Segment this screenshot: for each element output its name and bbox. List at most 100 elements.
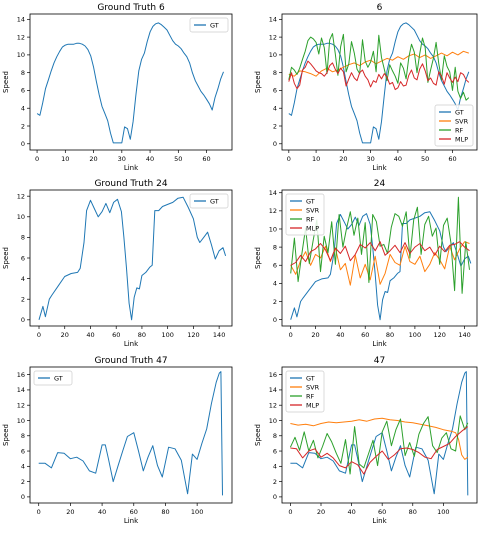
legend-label-svr: SVR xyxy=(306,383,320,391)
y-tick-label: 0 xyxy=(21,140,25,148)
subplot-2: 60 10 20 30 40 50 6002468101214LinkSpeedGTSVRR… xyxy=(254,3,478,172)
y-tick-label: 6 xyxy=(21,254,25,262)
x-tick-label: 50 xyxy=(421,155,429,163)
y-tick-label: 2 xyxy=(21,296,25,304)
y-tick-label: 12 xyxy=(17,402,25,410)
axes-frame xyxy=(281,189,478,327)
series-line-rf xyxy=(289,415,469,475)
y-axis-label: Speed xyxy=(2,424,10,446)
y-tick-label: 12 xyxy=(269,33,277,41)
y-tick-label: 14 xyxy=(269,386,277,394)
x-tick-label: 20 xyxy=(61,331,69,339)
series-group xyxy=(289,371,469,496)
y-tick-label: 4 xyxy=(21,463,25,471)
x-tick-label: 120 xyxy=(187,331,199,339)
series-group xyxy=(288,22,470,144)
axes-frame xyxy=(29,13,233,151)
x-tick-label: 100 xyxy=(191,508,203,516)
y-axis-label: Speed xyxy=(2,71,10,93)
legend-label-mlp: MLP xyxy=(306,401,319,409)
y-axis-label: Speed xyxy=(254,247,262,269)
x-tick-label: 30 xyxy=(118,155,126,163)
chart-title: Ground Truth 24 xyxy=(94,179,167,189)
x-axis-label: Link xyxy=(372,340,387,348)
x-tick-label: 60 xyxy=(130,508,138,516)
y-tick-label: 8 xyxy=(273,432,277,440)
y-tick-label: 6 xyxy=(21,87,25,95)
y-tick-label: 6 xyxy=(273,447,277,455)
x-tick-label: 10 xyxy=(61,155,69,163)
y-tick-label: 16 xyxy=(269,371,277,379)
axes-frame xyxy=(29,189,233,327)
y-tick-label: 8 xyxy=(21,432,25,440)
subplot-1: Ground Truth 6 0 10 20 30 40 50 60 0 2 4 6 8 10 12 14 Li… xyxy=(2,3,233,172)
y-tick-label: 14 xyxy=(17,386,25,394)
y-tick-label: 6 xyxy=(273,262,277,270)
y-tick-label: 10 xyxy=(17,417,25,425)
y-axis-label: Speed xyxy=(2,247,10,269)
legend: GT xyxy=(189,193,229,209)
x-tick-label: 60 xyxy=(202,155,210,163)
x-tick-label: 0 xyxy=(37,508,41,516)
x-tick-label: 80 xyxy=(138,331,146,339)
legend-label-rf: RF xyxy=(306,392,315,400)
x-tick-label: 40 xyxy=(146,155,154,163)
y-tick-label: 14 xyxy=(269,16,277,24)
legend-label-mlp: MLP xyxy=(306,224,319,232)
y-tick-label: 0 xyxy=(21,493,25,501)
y-tick-label: 14 xyxy=(269,189,277,197)
y-tick-label: 2 xyxy=(273,122,277,130)
x-axis-label: Link xyxy=(124,164,139,172)
legend: GT xyxy=(189,17,229,33)
y-tick-label: 6 xyxy=(273,87,277,95)
x-tick-label: 0 xyxy=(288,508,292,516)
x-tick-label: 0 xyxy=(35,155,39,163)
legend-label-gt: GT xyxy=(306,374,315,382)
legend-label-rf: RF xyxy=(306,215,315,223)
y-tick-label: 2 xyxy=(21,122,25,130)
x-tick-label: 80 xyxy=(161,508,169,516)
y-tick-label: 10 xyxy=(269,225,277,233)
y-tick-label: 0 xyxy=(273,140,277,148)
x-tick-label: 140 xyxy=(213,331,225,339)
legend-label-gt: GT xyxy=(54,374,63,382)
y-axis-label: Speed xyxy=(254,71,262,93)
axes-frame xyxy=(29,366,233,504)
y-tick-label: 4 xyxy=(21,275,25,283)
x-tick-label: 40 xyxy=(336,331,344,339)
y-tick-label: 4 xyxy=(273,280,277,288)
y-tick-label: 6 xyxy=(21,447,25,455)
series-line-rf xyxy=(290,196,470,294)
x-tick-label: 100 xyxy=(161,331,173,339)
series-line-mlp xyxy=(290,426,469,475)
x-tick-label: 60 xyxy=(378,508,386,516)
x-tick-label: 120 xyxy=(434,331,446,339)
series-line-svr xyxy=(290,417,469,460)
series-group xyxy=(38,196,227,321)
x-tick-label: 60 xyxy=(361,331,369,339)
x-axis-label: Link xyxy=(124,340,139,348)
series-line-rf xyxy=(288,33,470,101)
legend-box xyxy=(189,17,229,33)
y-tick-label: 4 xyxy=(273,105,277,113)
x-tick-label: 40 xyxy=(394,155,402,163)
y-tick-label: 8 xyxy=(273,243,277,251)
y-tick-label: 2 xyxy=(273,478,277,486)
series-line-gt xyxy=(38,196,227,321)
y-tick-label: 12 xyxy=(17,192,25,200)
x-axis-label: Link xyxy=(124,517,139,525)
x-tick-label: 20 xyxy=(89,155,97,163)
x-tick-label: 40 xyxy=(98,508,106,516)
legend-box xyxy=(33,370,73,386)
legend-label-gt: GT xyxy=(306,197,315,205)
legend-box xyxy=(285,370,325,413)
x-tick-label: 30 xyxy=(366,155,374,163)
subplot-5: Ground Truth 47 0 20 40 60 80 100 0 2 4 6 8 10 12 14 16… xyxy=(2,356,233,525)
legend-box xyxy=(434,104,474,147)
series-line-gt xyxy=(290,211,472,321)
